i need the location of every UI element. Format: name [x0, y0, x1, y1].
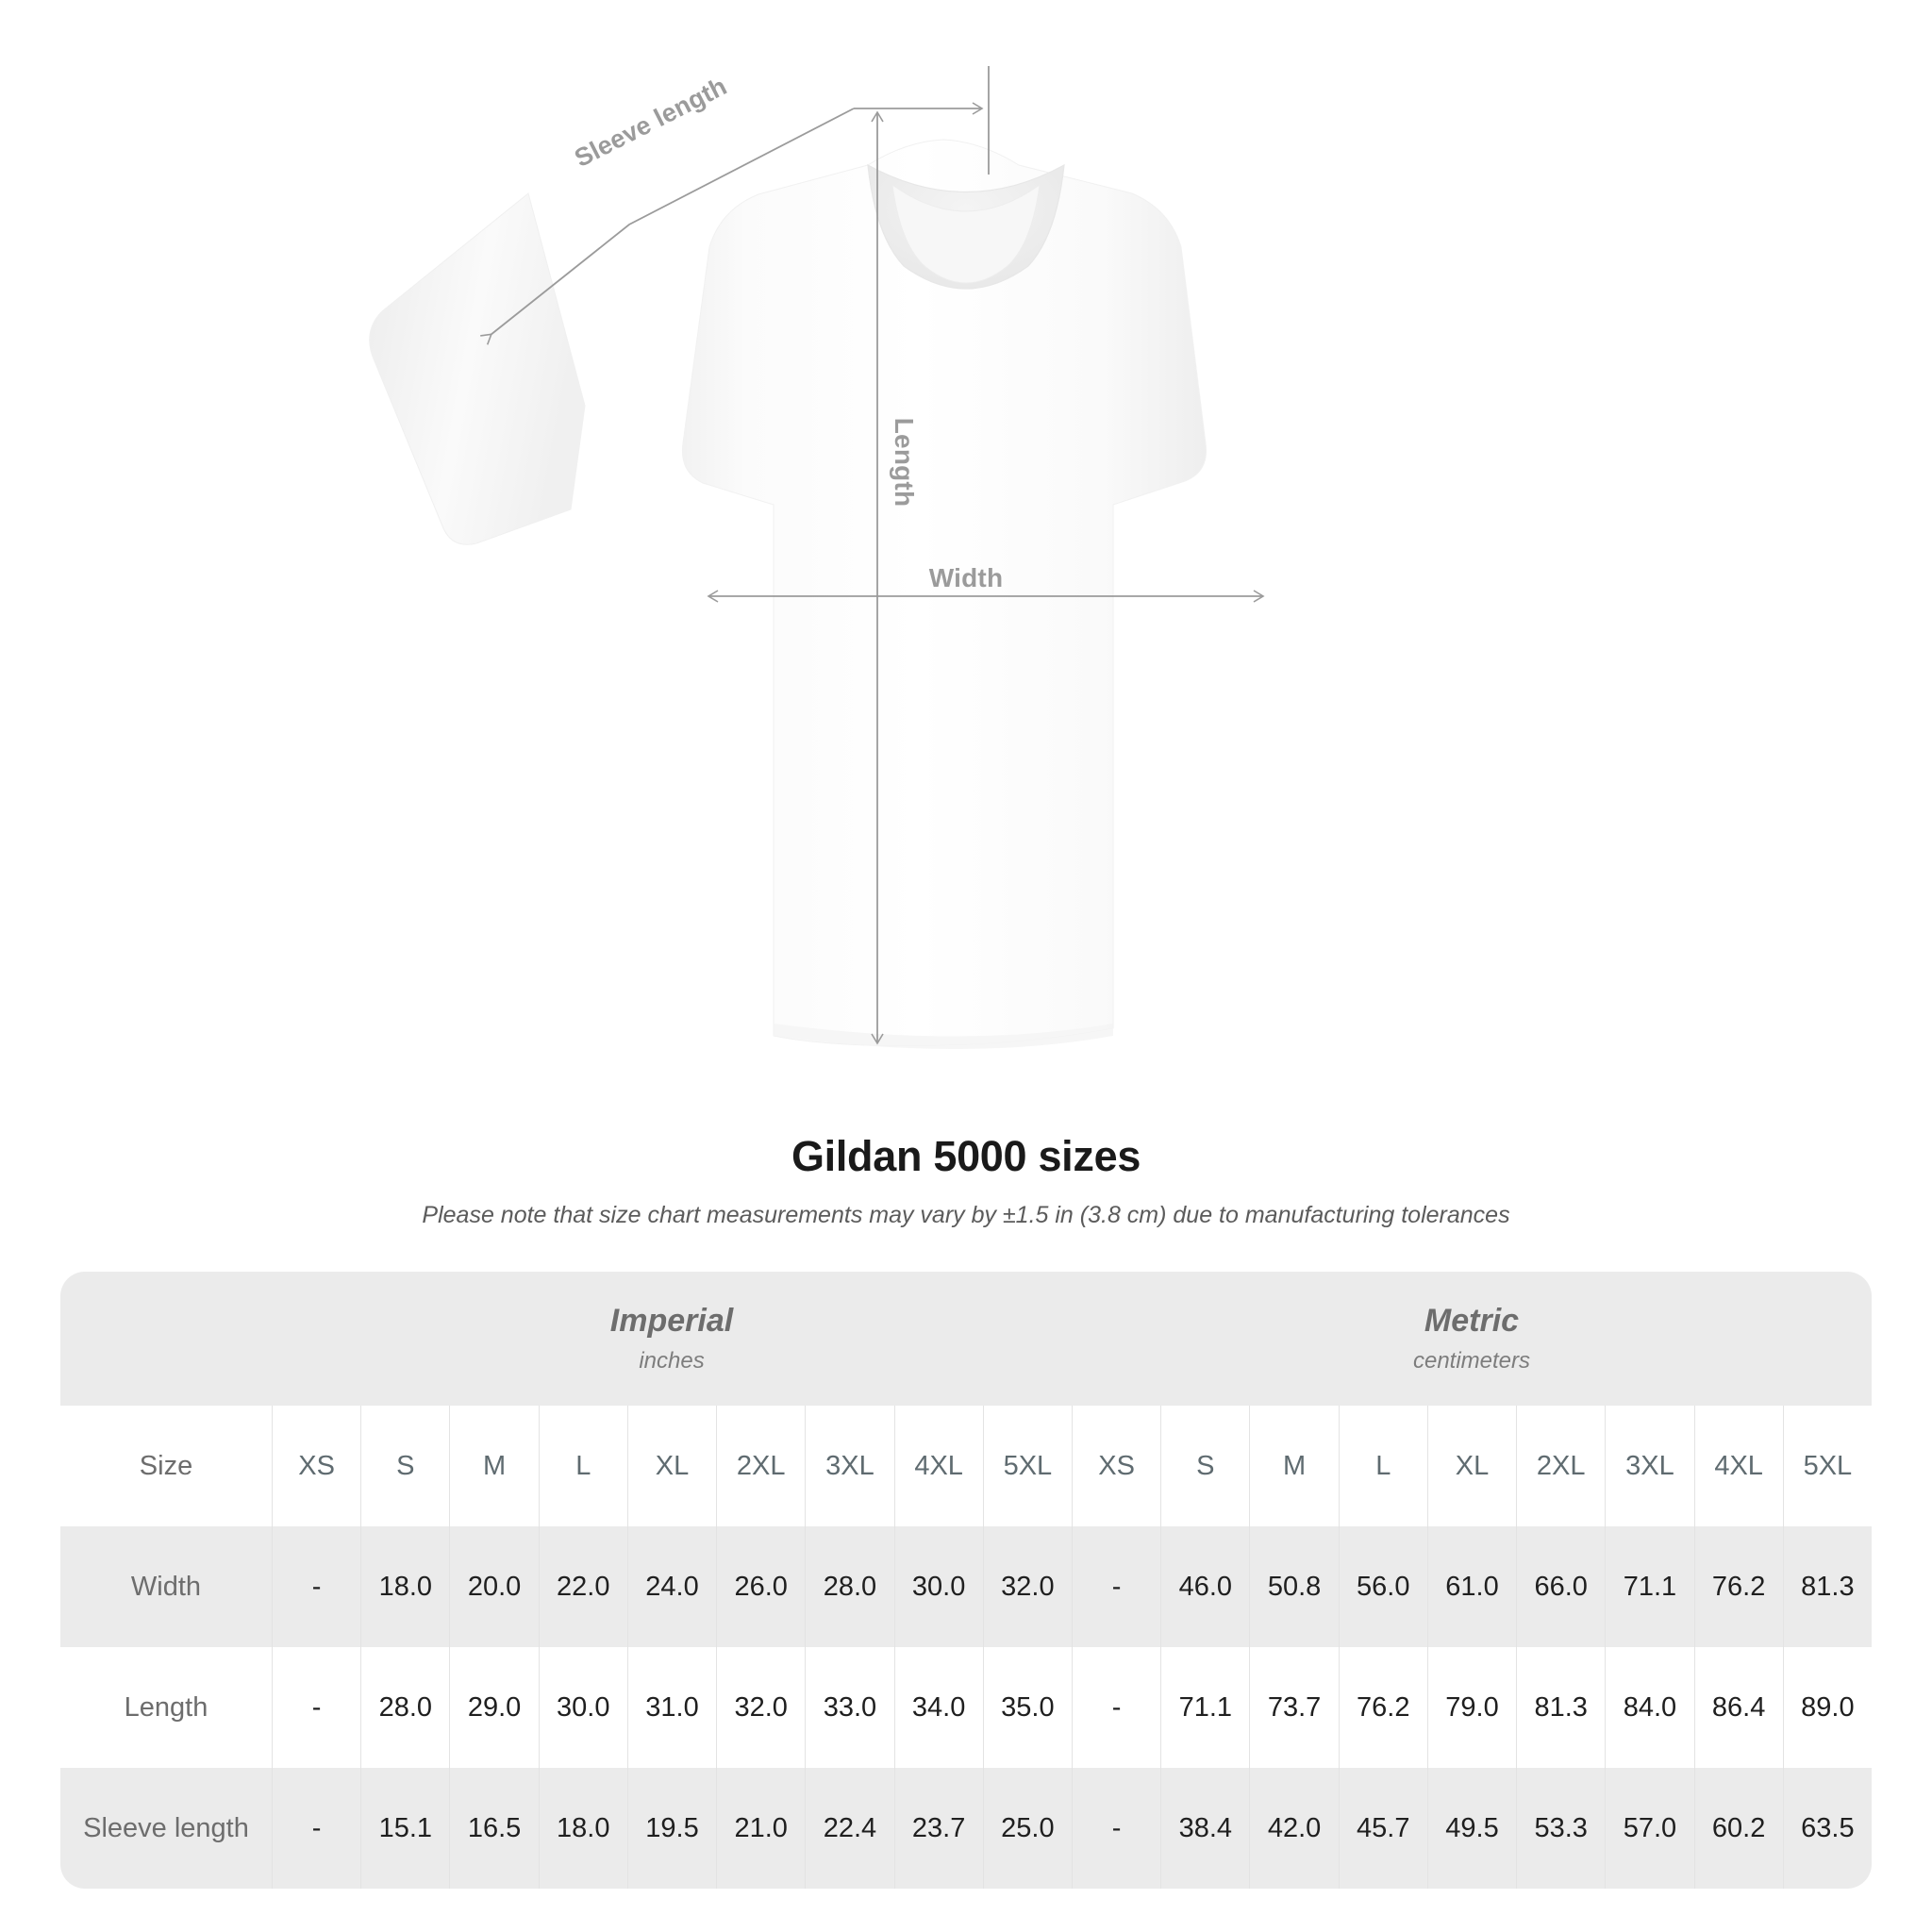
cell-width-metric-s: 46.0	[1160, 1526, 1250, 1647]
cell-width-imperial-l: 22.0	[538, 1526, 627, 1647]
row-label-width: Width	[60, 1526, 272, 1647]
size-header-imperial-2xl: 2XL	[716, 1406, 806, 1526]
cell-sleeve-length-metric-xs: -	[1072, 1768, 1161, 1889]
cell-width-metric-4xl: 76.2	[1693, 1526, 1783, 1647]
cell-width-metric-2xl: 66.0	[1516, 1526, 1606, 1647]
page-title: Gildan 5000 sizes	[791, 1132, 1141, 1180]
cell-length-metric-2xl: 81.3	[1516, 1647, 1606, 1768]
cell-sleeve-length-imperial-m: 16.5	[449, 1768, 539, 1889]
size-header-metric-3xl: 3XL	[1605, 1406, 1694, 1526]
cell-width-imperial-2xl: 26.0	[716, 1526, 806, 1647]
size-header-metric-m: M	[1249, 1406, 1339, 1526]
size-header-imperial-s: S	[360, 1406, 450, 1526]
cell-length-metric-xs: -	[1072, 1647, 1161, 1768]
cell-sleeve-length-imperial-xs: -	[272, 1768, 361, 1889]
cell-length-imperial-2xl: 32.0	[716, 1647, 806, 1768]
chart-heading: Gildan 5000 sizes Please note that size …	[0, 1132, 1932, 1229]
size-table: Imperial inches Metric centimeters Size XS S M L…	[60, 1272, 1872, 1889]
unit-section-metric: Metric centimeters	[1072, 1272, 1872, 1406]
cell-width-imperial-xs: -	[272, 1526, 361, 1647]
cell-sleeve-length-imperial-5xl: 25.0	[982, 1768, 1072, 1889]
cell-sleeve-length-metric-4xl: 60.2	[1693, 1768, 1783, 1889]
size-table-container: Imperial inches Metric centimeters Size XS S M L…	[60, 1272, 1872, 1889]
table-row: Sleeve length -15.1 16.5 18.0 19.5 21.0 22.4 23…	[60, 1768, 1872, 1889]
cell-sleeve-length-imperial-s: 15.1	[360, 1768, 450, 1889]
size-header-metric-4xl: 4XL	[1693, 1406, 1783, 1526]
tshirt-graphic	[369, 139, 1208, 1049]
size-header-row: Size XS S M L XL 2XL 3XL 4XL 5XL XS S M L XL 2XL 3XL 4XL 5…	[60, 1406, 1872, 1526]
cell-width-metric-m: 50.8	[1249, 1526, 1339, 1647]
table-row: Width -18.0 20.0 22.0 24.0 26.0 28.0 30.0 32.0-4…	[60, 1526, 1872, 1647]
cell-length-metric-l: 76.2	[1338, 1647, 1427, 1768]
length-dimension-label: Length	[890, 417, 919, 508]
cell-width-imperial-s: 18.0	[360, 1526, 450, 1647]
size-header-metric-l: L	[1338, 1406, 1427, 1526]
cell-width-metric-l: 56.0	[1338, 1526, 1427, 1647]
unit-system-label: Metric	[1424, 1303, 1520, 1340]
size-header-metric-2xl: 2XL	[1516, 1406, 1606, 1526]
cell-length-imperial-3xl: 33.0	[805, 1647, 894, 1768]
size-header-metric-5xl: 5XL	[1782, 1406, 1872, 1526]
unit-system-label: Imperial	[609, 1303, 734, 1340]
cell-sleeve-length-metric-l: 45.7	[1338, 1768, 1427, 1889]
size-header-imperial-xl: XL	[626, 1406, 717, 1526]
cell-length-imperial-4xl: 34.0	[893, 1647, 983, 1768]
cell-length-metric-xl: 79.0	[1426, 1647, 1517, 1768]
cell-sleeve-length-metric-5xl: 63.5	[1782, 1768, 1872, 1889]
tshirt-diagram: Sleeve length Length Width	[369, 66, 1265, 1049]
cell-length-metric-4xl: 86.4	[1693, 1647, 1783, 1768]
cell-sleeve-length-imperial-4xl: 23.7	[893, 1768, 983, 1889]
cell-length-imperial-s: 28.0	[360, 1647, 450, 1768]
table-row: Length -28.0 29.0 30.0 31.0 32.0 33.0 34.0 35.0-…	[60, 1647, 1872, 1768]
size-header-metric-xl: XL	[1426, 1406, 1517, 1526]
cell-sleeve-length-metric-s: 38.4	[1160, 1768, 1250, 1889]
cell-width-metric-xl: 61.0	[1426, 1526, 1517, 1647]
size-header-imperial-4xl: 4XL	[893, 1406, 983, 1526]
cell-length-imperial-m: 29.0	[449, 1647, 539, 1768]
unit-measure-label: centimeters	[1412, 1347, 1531, 1374]
cell-width-imperial-4xl: 30.0	[893, 1526, 983, 1647]
unit-header-row: Imperial inches Metric centimeters	[60, 1272, 1872, 1406]
size-header-imperial-3xl: 3XL	[805, 1406, 894, 1526]
cell-width-metric-5xl: 81.3	[1782, 1526, 1872, 1647]
cell-length-metric-m: 73.7	[1249, 1647, 1339, 1768]
cell-sleeve-length-metric-m: 42.0	[1249, 1768, 1339, 1889]
cell-length-metric-3xl: 84.0	[1605, 1647, 1694, 1768]
cell-sleeve-length-imperial-3xl: 22.4	[805, 1768, 894, 1889]
cell-width-imperial-5xl: 32.0	[982, 1526, 1072, 1647]
cell-width-imperial-m: 20.0	[449, 1526, 539, 1647]
cell-width-metric-xs: -	[1072, 1526, 1161, 1647]
row-label-sleeve-length: Sleeve length	[60, 1768, 272, 1889]
cell-length-imperial-l: 30.0	[538, 1647, 627, 1768]
row-label-length: Length	[60, 1647, 272, 1768]
width-dimension-label: Width	[928, 563, 1004, 592]
size-header-metric-s: S	[1160, 1406, 1250, 1526]
cell-sleeve-length-imperial-l: 18.0	[538, 1768, 627, 1889]
cell-sleeve-length-imperial-xl: 19.5	[626, 1768, 717, 1889]
cell-sleeve-length-metric-xl: 49.5	[1426, 1768, 1517, 1889]
size-header-imperial-5xl: 5XL	[982, 1406, 1072, 1526]
size-header-imperial-m: M	[449, 1406, 539, 1526]
size-header-imperial-xs: XS	[272, 1406, 361, 1526]
cell-length-imperial-5xl: 35.0	[982, 1647, 1072, 1768]
cell-length-imperial-xl: 31.0	[626, 1647, 717, 1768]
cell-width-metric-3xl: 71.1	[1605, 1526, 1694, 1647]
cell-sleeve-length-metric-3xl: 57.0	[1605, 1768, 1694, 1889]
unit-section-imperial: Imperial inches	[272, 1272, 1072, 1406]
cell-width-imperial-3xl: 28.0	[805, 1526, 894, 1647]
size-header-imperial-l: L	[538, 1406, 627, 1526]
unit-row-spacer	[60, 1272, 272, 1406]
cell-sleeve-length-metric-2xl: 53.3	[1516, 1768, 1606, 1889]
unit-measure-label: inches	[639, 1347, 705, 1374]
measurement-lines	[480, 66, 1265, 1045]
size-column-header: Size	[60, 1406, 272, 1526]
cell-width-imperial-xl: 24.0	[626, 1526, 717, 1647]
cell-sleeve-length-imperial-2xl: 21.0	[716, 1768, 806, 1889]
cell-length-imperial-xs: -	[272, 1647, 361, 1768]
cell-length-metric-s: 71.1	[1160, 1647, 1250, 1768]
cell-length-metric-5xl: 89.0	[1782, 1647, 1872, 1768]
tolerance-note: Please note that size chart measurements…	[422, 1202, 1510, 1228]
size-header-metric-xs: XS	[1072, 1406, 1161, 1526]
